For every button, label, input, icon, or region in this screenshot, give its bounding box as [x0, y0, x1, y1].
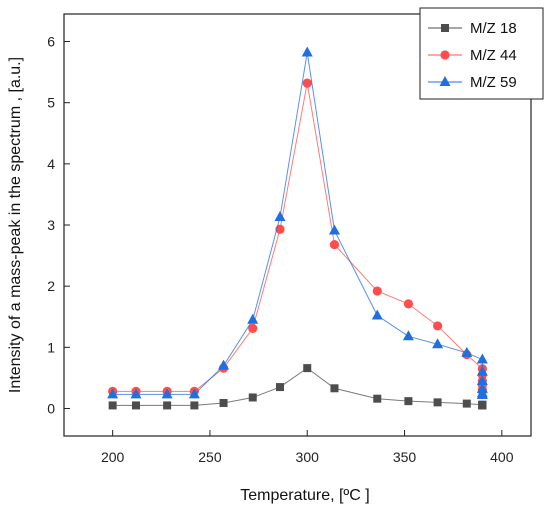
- data-point-m-z-59: [188, 388, 200, 399]
- data-point-m-z-59: [476, 365, 488, 376]
- data-point-m-z-18: [330, 384, 339, 393]
- series-line-m-z-59: [112, 52, 483, 396]
- data-point-m-z-59: [247, 313, 259, 324]
- legend: M/Z 18 M/Z 44 M/Z 59: [419, 7, 544, 100]
- x-axis-title: Temperature, [ºC ]: [240, 487, 369, 504]
- data-point-m-z-18: [433, 398, 442, 407]
- legend-box: [419, 7, 544, 100]
- data-point-m-z-18: [373, 394, 382, 403]
- data-point-m-z-18: [303, 364, 312, 373]
- legend-label-m-z-18: M/Z 18: [470, 20, 517, 37]
- legend-marker-m-z-44: [440, 50, 450, 60]
- data-point-m-z-59: [301, 46, 313, 57]
- data-point-m-z-18: [163, 401, 172, 410]
- legend-label-m-z-59: M/Z 59: [470, 74, 517, 91]
- data-point-m-z-18: [219, 398, 228, 407]
- data-point-m-z-44: [248, 323, 258, 333]
- x-tick-label: 400: [490, 449, 514, 465]
- data-point-m-z-44: [433, 321, 443, 331]
- series-m-z-59: [107, 46, 488, 400]
- series-m-z-44: [108, 78, 487, 396]
- x-tick-label: 200: [101, 449, 125, 465]
- data-point-m-z-59: [476, 374, 488, 385]
- series-m-z-18: [108, 364, 487, 410]
- legend-marker-m-z-59: [439, 76, 451, 86]
- y-tick-label: 0: [47, 400, 55, 416]
- data-point-m-z-18: [108, 401, 117, 410]
- legend-marker-m-z-18: [441, 24, 449, 32]
- series-layer: [107, 46, 488, 410]
- data-point-m-z-59: [476, 389, 488, 400]
- data-point-m-z-59: [107, 388, 119, 399]
- data-point-m-z-59: [402, 330, 414, 341]
- data-point-m-z-59: [274, 211, 286, 222]
- data-point-m-z-44: [372, 286, 382, 296]
- series-line-m-z-18: [112, 367, 483, 406]
- y-tick-label: 4: [47, 156, 55, 172]
- y-tick-label: 6: [47, 34, 55, 50]
- series-line-m-z-44: [112, 83, 483, 392]
- data-point-m-z-18: [462, 399, 471, 408]
- y-axis-title: Intensity of a mass-peak in the spectrum…: [7, 57, 24, 393]
- x-tick-label: 300: [296, 449, 320, 465]
- data-point-m-z-44: [403, 299, 414, 309]
- data-point-m-z-59: [371, 309, 383, 320]
- data-point-m-z-18: [275, 383, 284, 392]
- data-point-m-z-44: [329, 239, 340, 250]
- y-tick-label: 1: [47, 339, 55, 355]
- data-point-m-z-18: [248, 393, 257, 402]
- data-point-m-z-59: [432, 338, 444, 349]
- data-point-m-z-18: [190, 401, 199, 410]
- data-point-m-z-18: [131, 401, 140, 410]
- ticks-layer: 200 250 300 350 400 0 1 2 3 4 5 6: [47, 34, 514, 465]
- data-point-m-z-59: [130, 388, 142, 399]
- y-tick-label: 5: [47, 95, 55, 111]
- data-point-m-z-59: [218, 359, 230, 370]
- x-tick-label: 350: [393, 449, 417, 465]
- data-point-m-z-59: [161, 388, 173, 399]
- data-point-m-z-59: [476, 353, 488, 364]
- data-point-m-z-18: [404, 397, 413, 406]
- x-tick-label: 250: [198, 449, 222, 465]
- y-tick-label: 2: [47, 278, 55, 294]
- data-point-m-z-59: [328, 224, 340, 235]
- y-tick-label: 3: [47, 217, 55, 233]
- data-point-m-z-44: [302, 78, 312, 88]
- legend-label-m-z-44: M/Z 44: [470, 47, 517, 64]
- data-point-m-z-18: [478, 401, 487, 410]
- data-point-m-z-59: [461, 346, 473, 357]
